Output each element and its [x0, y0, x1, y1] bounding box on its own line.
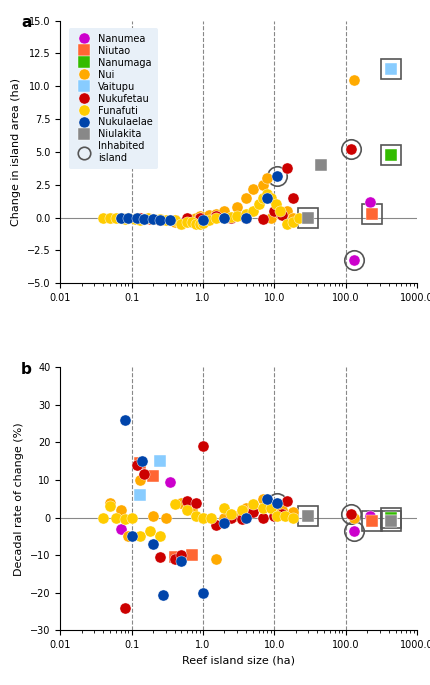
Text: a: a [21, 15, 31, 30]
Legend: Nanumea, Niutao, Nanumaga, Nui, Vaitupu, Nukufetau, Funafuti, Nukulaelae, Niulak: Nanumea, Niutao, Nanumaga, Nui, Vaitupu,… [69, 28, 158, 169]
Text: b: b [21, 362, 32, 377]
Y-axis label: Change in island area (ha): Change in island area (ha) [11, 78, 22, 226]
Y-axis label: Decadal rate of change (%): Decadal rate of change (%) [15, 422, 25, 575]
X-axis label: Reef island size (ha): Reef island size (ha) [182, 656, 295, 666]
